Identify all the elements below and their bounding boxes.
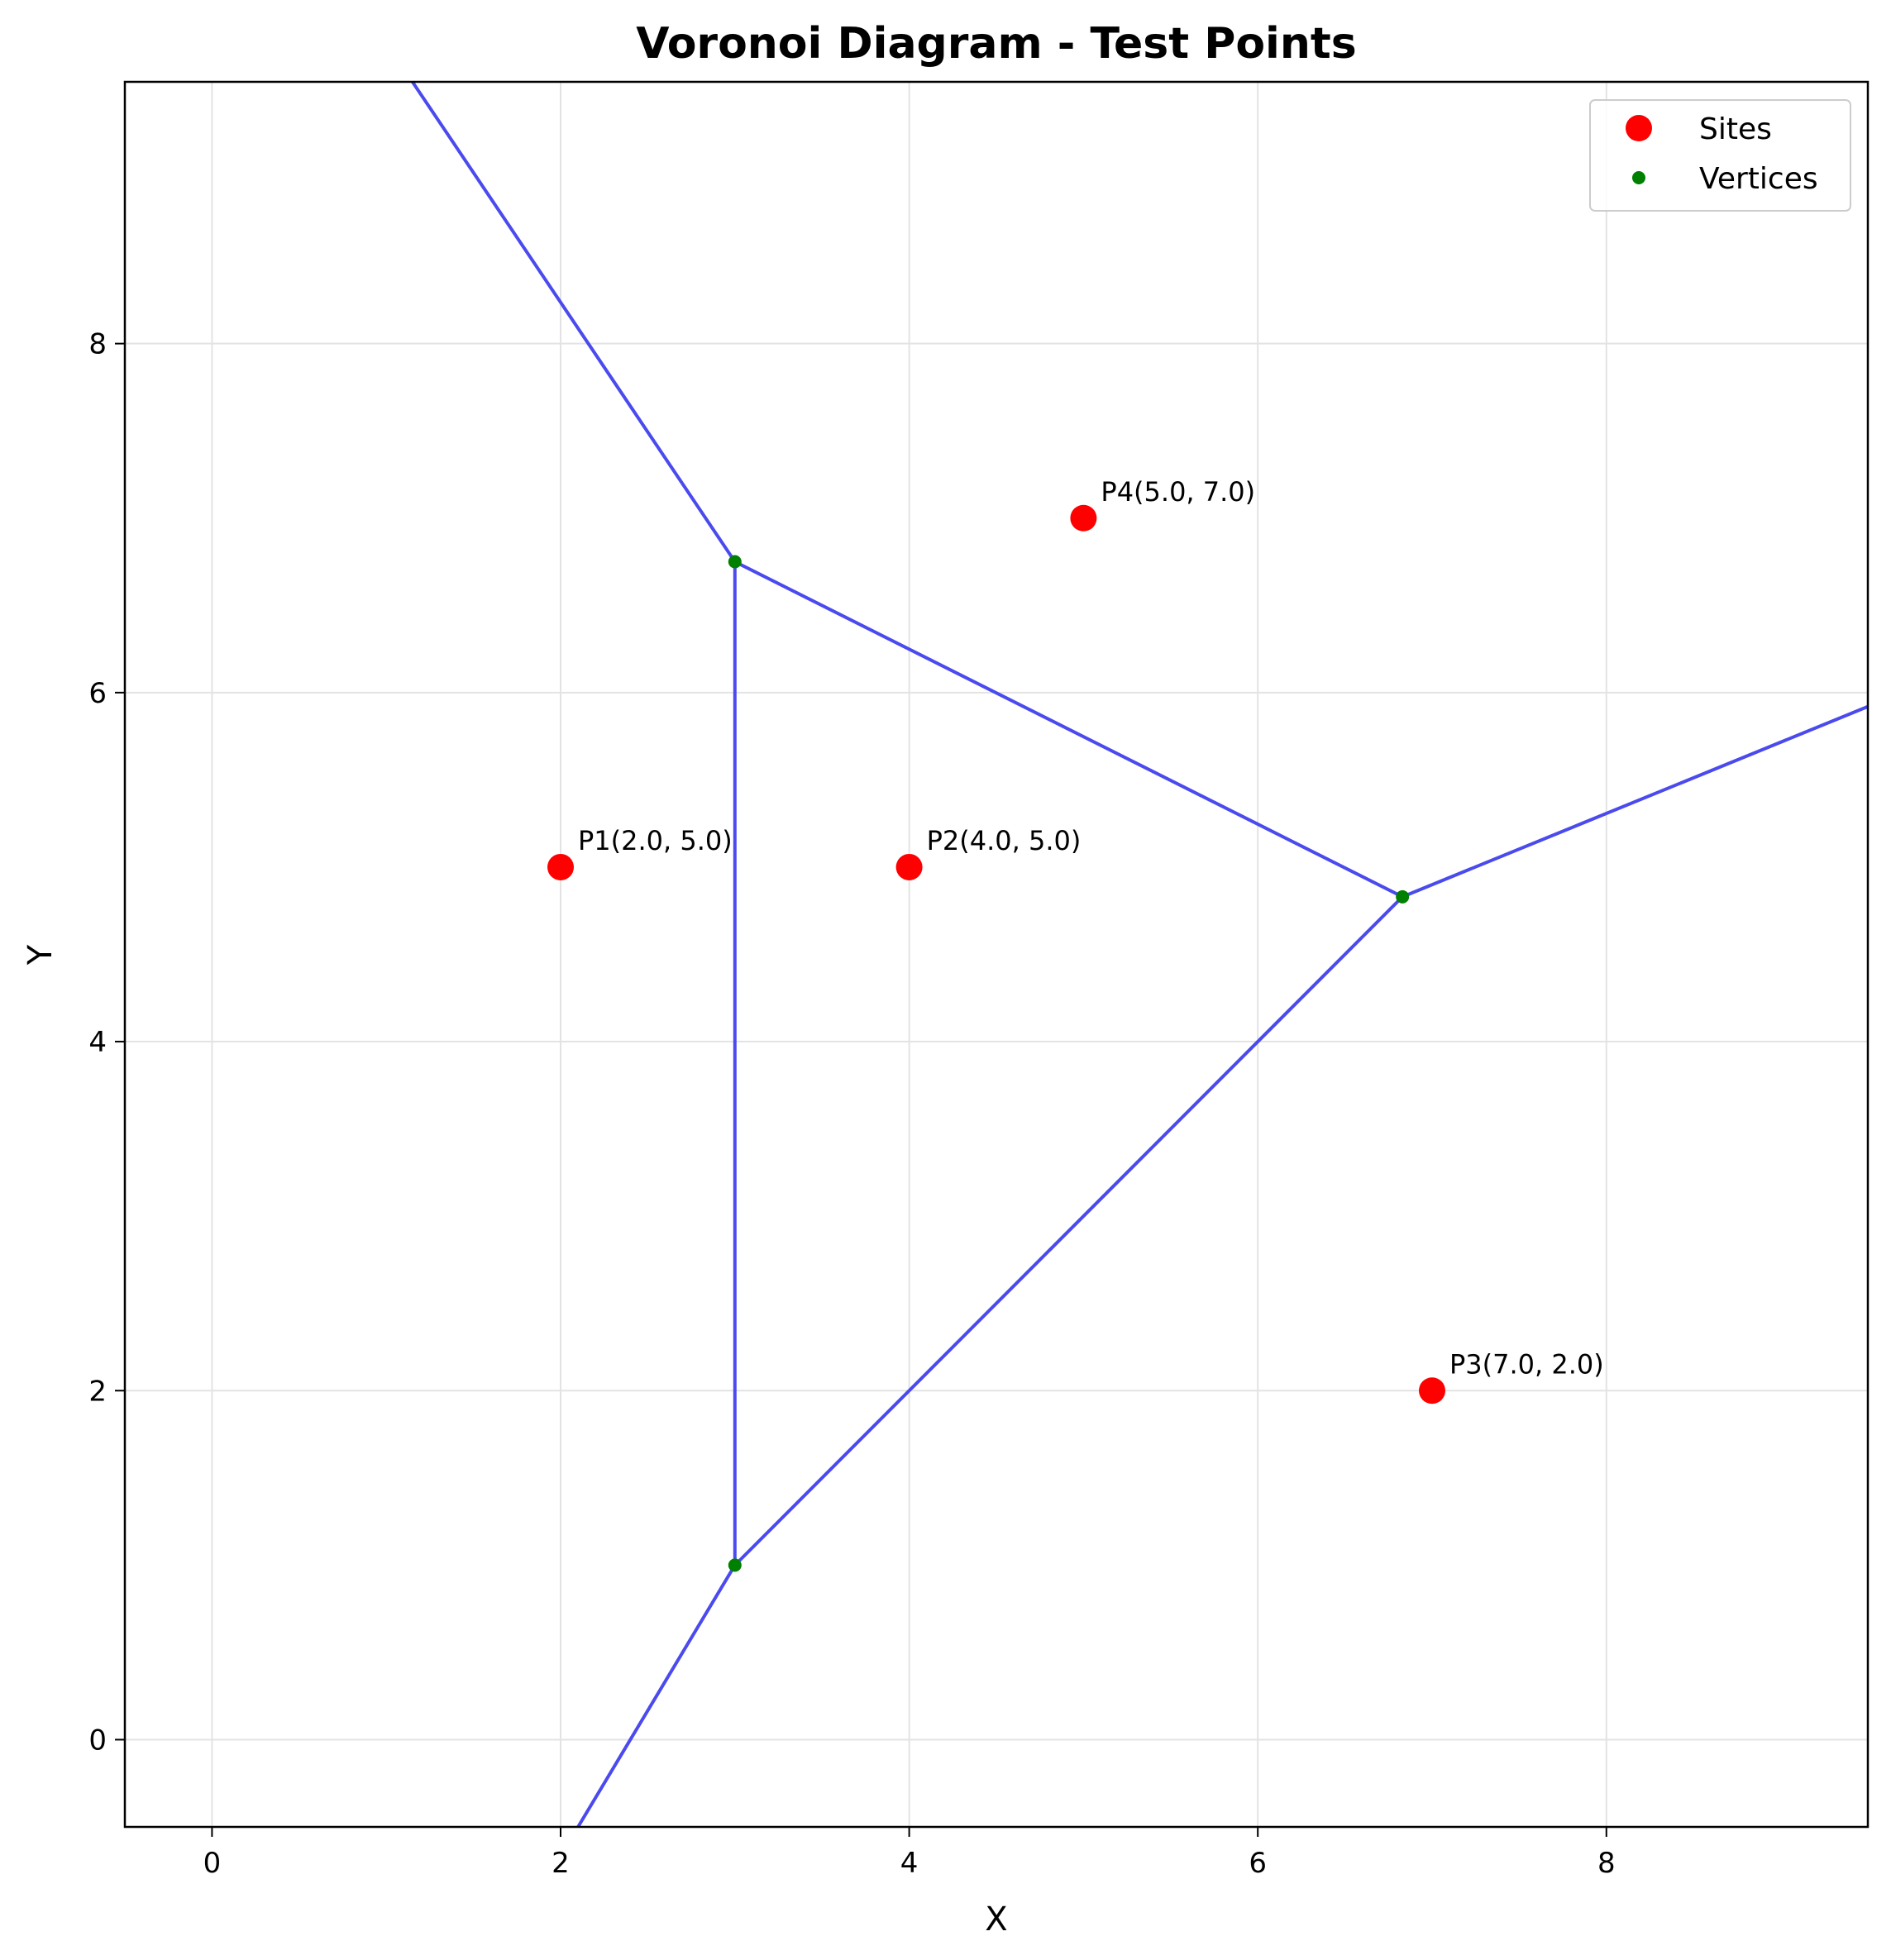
legend-frame [1589,99,1851,212]
vertex-markers [728,555,1410,1572]
x-tick-label-4: 8 [1597,1847,1616,1880]
voronoi-edge-0 [411,80,737,563]
y-tick-label-3: 6 [88,677,107,710]
y-tick-label-0: 0 [88,1724,107,1757]
y-tick-label-1: 2 [88,1375,107,1408]
plot-area [125,82,1868,1827]
site-point-1 [895,853,923,880]
x-axis-label: X [985,1900,1007,1939]
vertex-point-2 [1396,889,1410,904]
site-annotation-0: P1(2.0, 5.0) [578,825,733,856]
legend-sites-marker [1626,115,1652,141]
site-markers [547,504,1445,1404]
x-tick-label-1: 2 [552,1847,570,1880]
vertex-point-1 [728,1558,742,1572]
site-annotation-1: P2(4.0, 5.0) [927,825,1082,856]
voronoi-edge-5 [1402,704,1869,899]
legend: Sites Vertices [1589,99,1851,212]
site-annotation-3: P4(5.0, 7.0) [1101,476,1255,508]
axis-ticks: 0 2 4 6 8 0 2 4 6 8 [88,328,1615,1880]
site-point-2 [1419,1377,1445,1404]
site-annotation-2: P3(7.0, 2.0) [1449,1348,1604,1380]
voronoi-edges [411,80,1869,1829]
site-point-0 [547,853,574,880]
site-annotations: P1(2.0, 5.0) P2(4.0, 5.0) P3(7.0, 2.0) P4(5… [578,476,1604,1381]
voronoi-edge-2 [733,560,1404,899]
site-point-3 [1070,504,1097,532]
plot-frame [123,80,1870,1829]
x-tick-label-0: 0 [203,1847,222,1880]
y-tick-label-4: 8 [88,328,107,361]
chart-title: Voronoi Diagram - Test Points [636,19,1356,69]
y-tick-label-2: 4 [88,1026,107,1059]
voronoi-edge-4 [576,1564,737,1829]
x-tick-label-2: 4 [900,1847,919,1880]
legend-vertices-marker [1632,171,1645,184]
voronoi-edge-3 [733,895,1404,1567]
y-axis-label: Y [21,944,60,966]
grid-lines [125,82,1868,1827]
legend-vertices-label: Vertices [1699,162,1818,196]
x-tick-label-3: 6 [1249,1847,1267,1880]
vertex-point-0 [728,555,742,569]
legend-sites-label: Sites [1699,112,1772,146]
